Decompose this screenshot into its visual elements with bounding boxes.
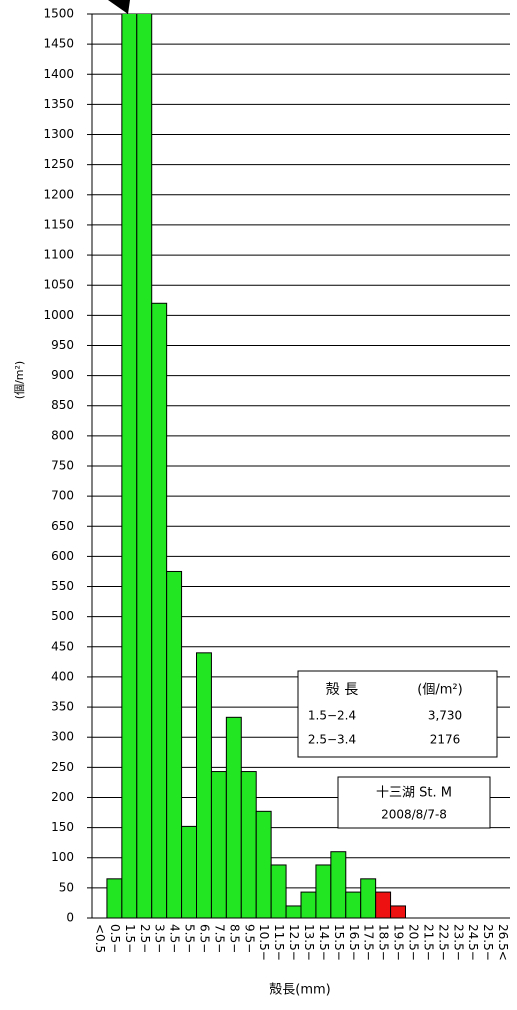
y-tick-label: 450 [51, 639, 74, 653]
y-tick-label: 1500 [43, 7, 74, 21]
bar [240, 771, 257, 918]
y-tick-label: 400 [51, 669, 74, 683]
table-cell: 3,730 [428, 709, 462, 723]
bar [136, 14, 153, 918]
x-tick-label: 26.5< [496, 924, 510, 961]
y-tick-label: 550 [51, 579, 74, 593]
x-tick-label: 18.5− [377, 924, 391, 961]
y-tick-label: 1450 [43, 37, 74, 51]
annotation-box [337, 776, 491, 829]
x-tick-label: 25.5− [481, 924, 495, 961]
y-tick-label: 500 [51, 609, 74, 623]
bar [255, 810, 272, 918]
x-tick-label: 0.5− [108, 924, 122, 953]
y-tick-label: 0 [66, 911, 74, 925]
bar [166, 570, 183, 918]
bar [210, 771, 227, 918]
x-tick-label: 22.5− [436, 924, 450, 961]
bar [285, 905, 302, 918]
bar [330, 851, 347, 918]
y-tick-label: 900 [51, 368, 74, 382]
x-tick-label: 10.5− [257, 924, 271, 961]
bar [106, 878, 123, 918]
x-tick-label: 7.5− [212, 924, 226, 953]
y-tick-label: 300 [51, 730, 74, 744]
table-cell: 2.5−3.4 [308, 733, 356, 747]
y-tick-label: 950 [51, 338, 74, 352]
x-tick-label: 24.5− [466, 924, 480, 961]
x-tick-label: 12.5− [287, 924, 301, 961]
x-tick-label: 20.5− [406, 924, 420, 961]
y-tick-label: 1100 [43, 248, 74, 262]
x-tick-label: 15.5− [332, 924, 346, 961]
y-tick-label: 1050 [43, 278, 74, 292]
y-tick-label: 1250 [43, 157, 74, 171]
y-tick-label: 650 [51, 519, 74, 533]
bar [390, 905, 407, 918]
y-tick-label: 600 [51, 549, 74, 563]
bar [360, 878, 377, 918]
y-tick-label: 250 [51, 760, 74, 774]
bar [196, 652, 212, 918]
x-tick-label: 19.5− [392, 924, 406, 961]
y-tick-label: 750 [51, 459, 74, 473]
y-tick-label: 1200 [43, 187, 74, 201]
bars [106, 14, 407, 918]
table-cell: 2176 [430, 733, 461, 747]
bar [375, 891, 392, 918]
annotation: 十三湖 St. M [376, 786, 452, 801]
x-axis-label: 殻長(mm) [269, 983, 330, 998]
y-tick-label: 850 [51, 398, 74, 412]
bar [225, 716, 242, 918]
y-tick-label: 1400 [43, 67, 74, 81]
table-cell: 1.5−2.4 [308, 709, 356, 723]
y-axis-label: (個/m²) [13, 361, 26, 399]
summary-table [297, 670, 498, 758]
bar [300, 891, 317, 918]
x-tick-label: 6.5− [197, 924, 211, 953]
y-tick-label: 1150 [43, 217, 74, 231]
x-tick-label: 23.5− [451, 924, 465, 961]
x-tick-label: <0.5 [93, 924, 107, 953]
y-tick-label: 700 [51, 489, 74, 503]
y-tick-label: 50 [59, 880, 74, 894]
y-tick-label: 1300 [43, 127, 74, 141]
x-tick-label: 4.5− [168, 924, 182, 953]
bar [151, 302, 168, 918]
table-header: 殻 長 [326, 682, 358, 698]
arrow [108, 0, 130, 14]
bar [315, 864, 332, 918]
x-tick-label: 3.5− [153, 924, 167, 953]
x-tick-label: 21.5− [421, 924, 435, 961]
y-tick-label: 800 [51, 428, 74, 442]
bar [181, 825, 197, 918]
table-header: (個/m²) [417, 683, 462, 698]
x-tick-label: 13.5− [302, 924, 316, 961]
x-tick-label: 14.5− [317, 924, 331, 961]
x-tick-label: 9.5− [242, 924, 256, 953]
x-tick-label: 8.5− [227, 924, 241, 953]
x-tick-label: 2.5− [138, 924, 152, 953]
y-tick-label: 100 [51, 850, 74, 864]
y-tick-label: 1000 [43, 308, 74, 322]
x-tick-label: 11.5− [272, 924, 286, 961]
x-tick-label: 17.5− [362, 924, 376, 961]
y-tick-label: 1350 [43, 97, 74, 111]
bar [270, 864, 287, 918]
y-tick-label: 350 [51, 700, 74, 714]
y-tick-label: 200 [51, 790, 74, 804]
bar [345, 891, 362, 918]
x-tick-label: 16.5− [347, 924, 361, 961]
y-tick-label: 150 [51, 820, 74, 834]
annotation: 2008/8/7-8 [381, 808, 447, 822]
bar [121, 14, 138, 918]
x-tick-label: 5.5− [183, 924, 197, 953]
x-tick-label: 1.5− [123, 924, 137, 953]
